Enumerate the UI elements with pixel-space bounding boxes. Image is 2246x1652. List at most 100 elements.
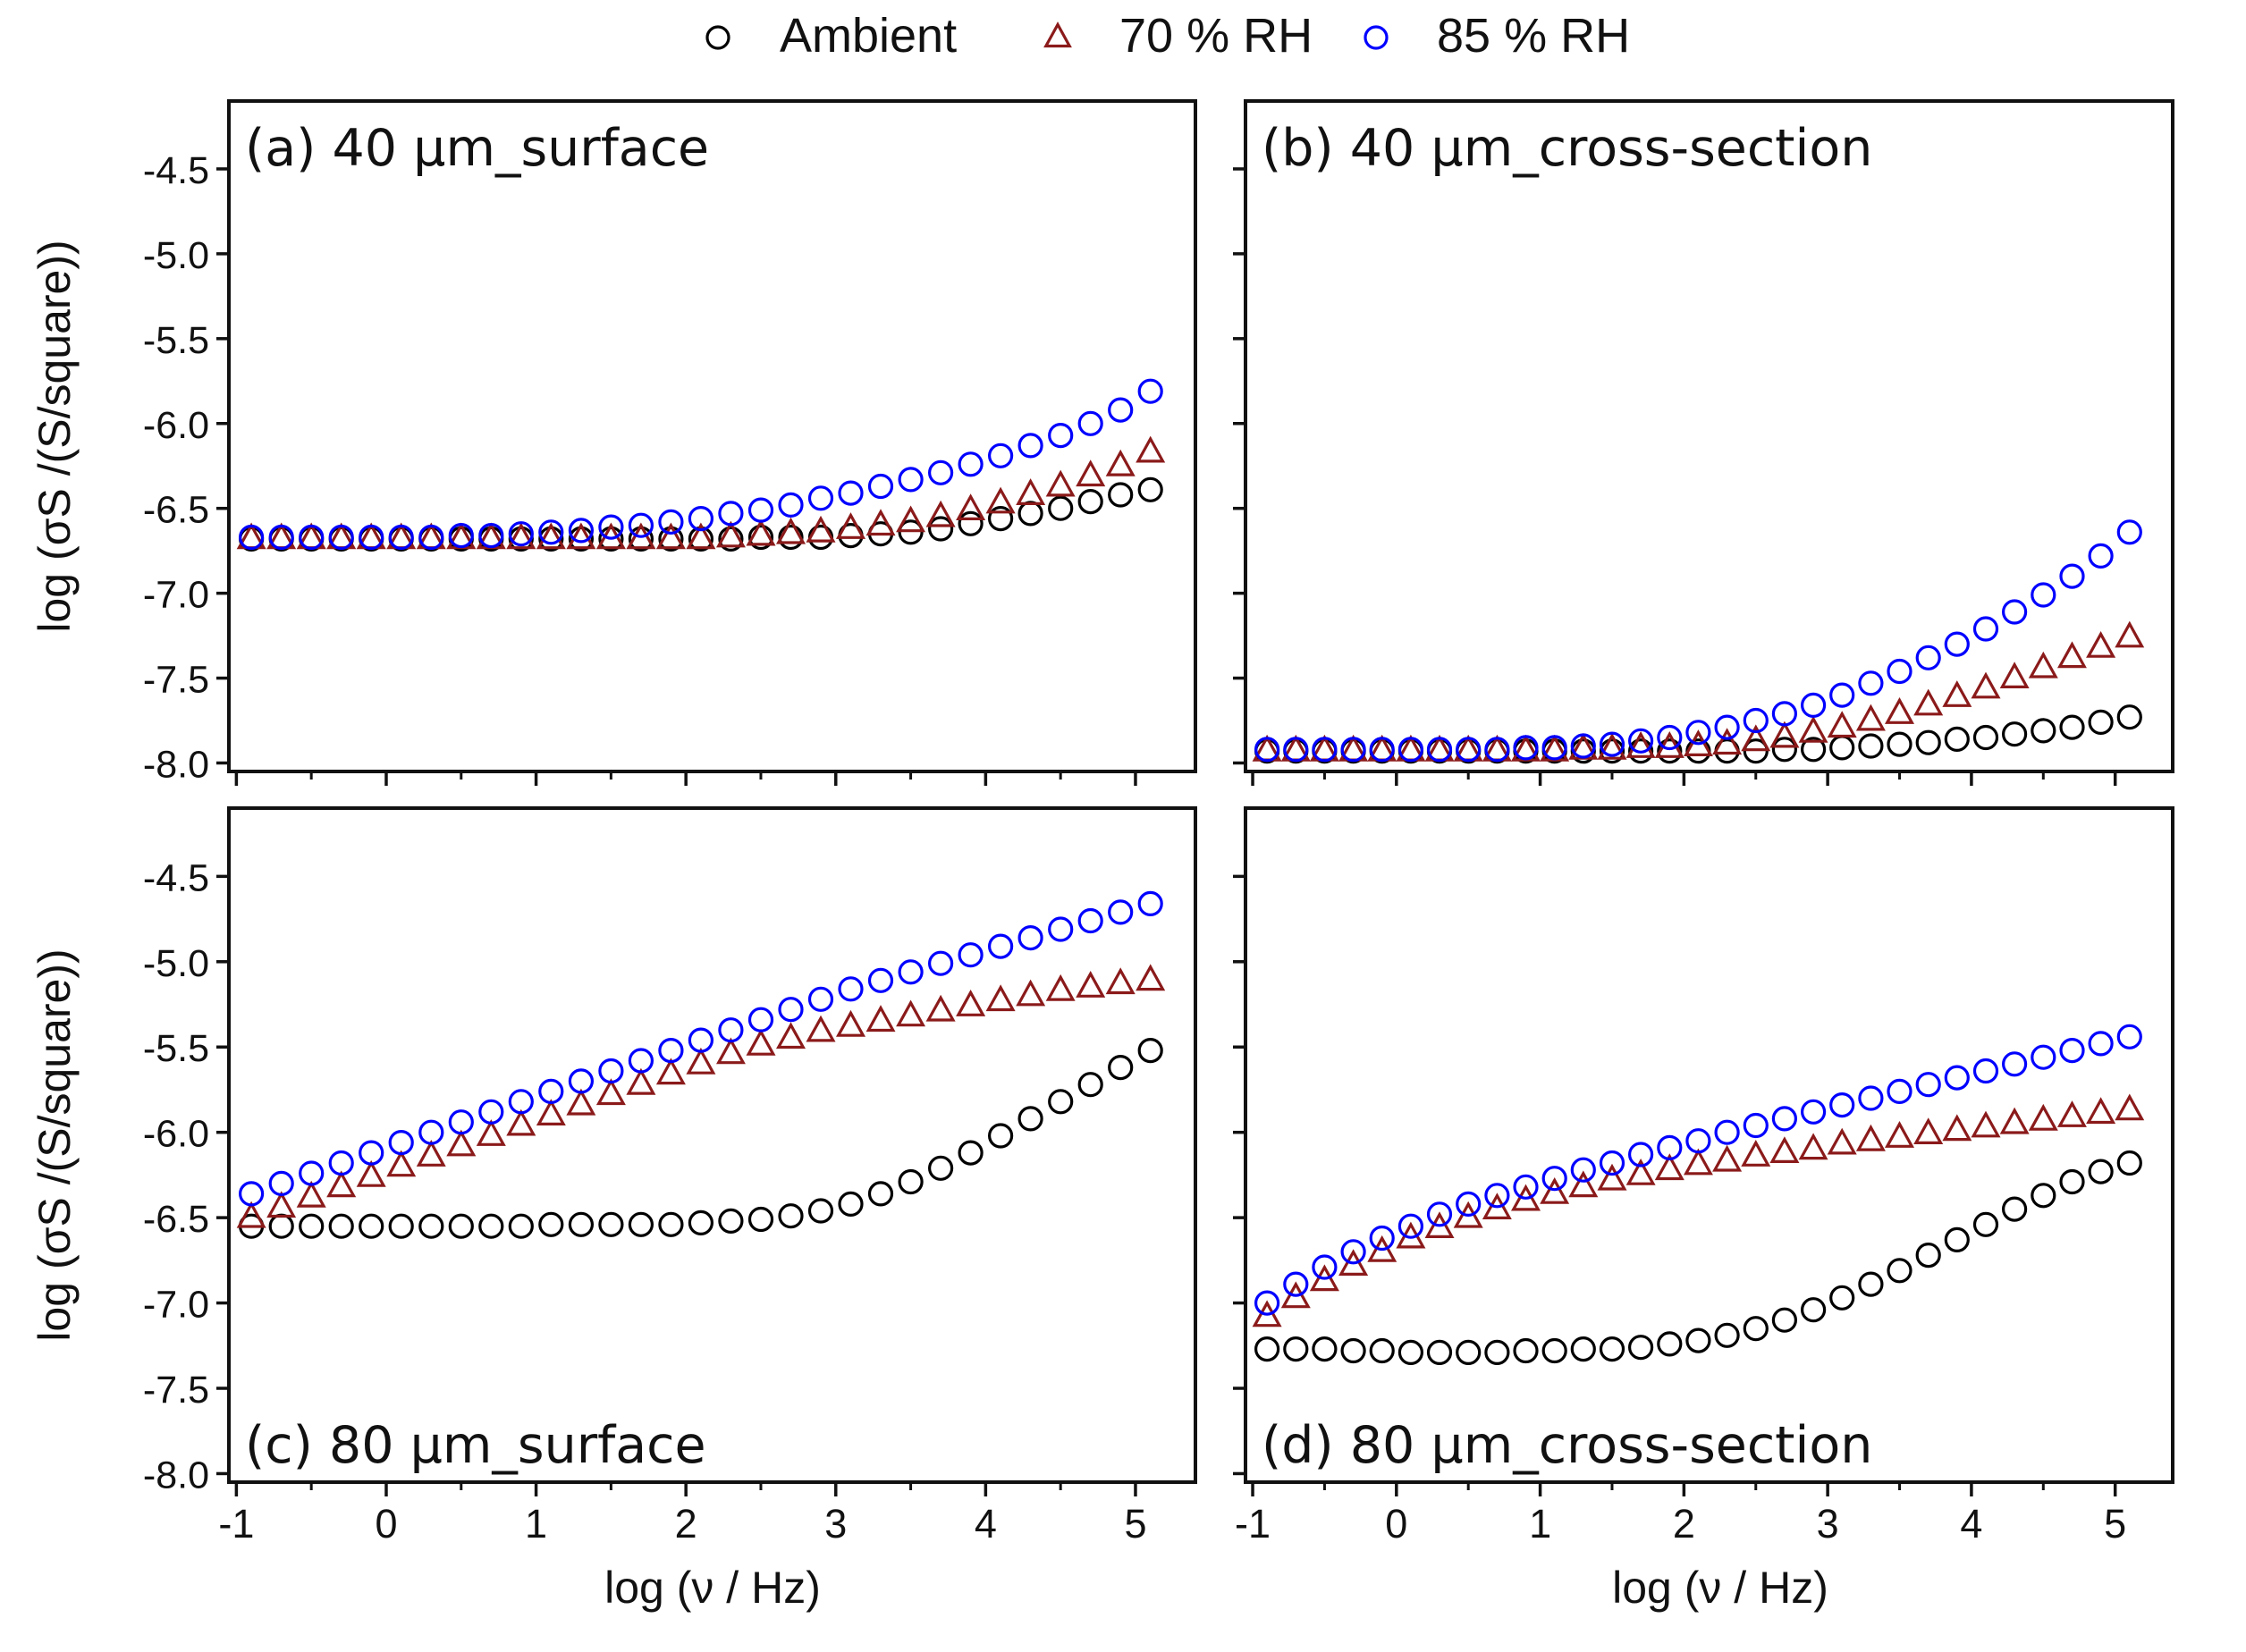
data-point <box>1599 738 1625 764</box>
data-point <box>1829 1092 1855 1118</box>
data-point <box>1453 1201 1483 1228</box>
data-point <box>1657 1134 1683 1161</box>
data-point <box>2059 1037 2085 1064</box>
data-point <box>328 1150 354 1176</box>
plot-frame <box>227 806 1197 1484</box>
data-point <box>506 522 536 550</box>
data-point <box>806 515 836 543</box>
y-tick-label: -5.0 <box>143 942 209 985</box>
data-point <box>1887 1078 1912 1105</box>
data-point <box>1570 1157 1596 1183</box>
data-point <box>987 933 1014 959</box>
data-point <box>927 516 954 542</box>
data-point <box>838 480 864 506</box>
data-point <box>1685 1128 1711 1154</box>
data-point <box>1741 724 1771 752</box>
data-point <box>835 1009 866 1037</box>
data-point <box>1743 1112 1769 1139</box>
data-point <box>448 522 474 549</box>
data-point <box>688 505 714 532</box>
data-point <box>2088 709 2114 736</box>
data-point <box>1252 1300 1282 1328</box>
data-point <box>1800 737 1827 763</box>
data-point <box>1915 729 1941 755</box>
data-point <box>1541 1337 1567 1364</box>
data-point <box>927 459 954 485</box>
data-point <box>1827 1127 1857 1155</box>
data-point <box>1568 1170 1599 1198</box>
x-tick-label: 2 <box>1673 1501 1695 1547</box>
data-point <box>1944 1065 1970 1091</box>
data-point <box>1685 720 1711 746</box>
data-point <box>538 1211 564 1237</box>
y-tick-label: -8.0 <box>143 744 209 787</box>
data-point <box>1798 1133 1828 1160</box>
data-point <box>566 522 596 550</box>
y-tick-label: -6.0 <box>143 1113 209 1156</box>
legend-label-ambient: Ambient <box>780 9 957 63</box>
data-point <box>718 526 744 552</box>
data-point <box>1105 967 1136 995</box>
data-point <box>626 522 656 550</box>
data-point <box>1484 737 1510 763</box>
data-point <box>1887 658 1912 685</box>
data-point <box>1771 701 1798 727</box>
data-point <box>266 1191 297 1218</box>
data-point <box>1855 1124 1886 1151</box>
data-point <box>1570 733 1596 759</box>
data-point <box>655 1058 686 1085</box>
data-point <box>418 1213 444 1239</box>
y-tick-label: -7.0 <box>143 1284 209 1327</box>
data-point <box>925 994 956 1022</box>
data-point <box>1513 1337 1539 1364</box>
data-point <box>626 1067 656 1095</box>
data-point <box>1048 916 1074 942</box>
x-tick-label: 3 <box>1817 1501 1839 1547</box>
data-point <box>806 1015 836 1042</box>
data-point <box>1743 707 1769 734</box>
data-point <box>2056 641 2087 669</box>
data-point <box>386 1150 417 1177</box>
data-point <box>1484 1183 1510 1209</box>
data-point <box>1685 1328 1711 1353</box>
data-point <box>568 518 595 544</box>
data-point <box>987 1123 1014 1149</box>
data-point <box>2031 582 2056 608</box>
y-tick-label: -8.0 <box>143 1454 209 1496</box>
data-point <box>1482 1193 1512 1220</box>
data-point <box>2056 1100 2087 1127</box>
data-point <box>1971 671 2001 699</box>
data-point <box>296 1180 326 1208</box>
data-point <box>598 514 624 540</box>
data-point <box>1827 711 1857 738</box>
data-point <box>746 518 776 546</box>
y-tick-label: -6.5 <box>143 1198 209 1241</box>
data-point <box>2116 1150 2142 1176</box>
y-tick-label: -7.5 <box>143 659 209 702</box>
data-point <box>1657 1331 1683 1357</box>
data-point <box>2116 1024 2142 1049</box>
legend-label-85-rh: 85 % RH <box>1437 9 1630 63</box>
data-point <box>867 473 894 500</box>
x-tick-label: 4 <box>975 1501 997 1547</box>
data-point <box>2086 630 2116 658</box>
data-point <box>478 1099 504 1125</box>
data-point <box>1397 1213 1424 1239</box>
data-point <box>1541 1166 1567 1192</box>
data-point <box>1048 423 1074 449</box>
data-point <box>1510 1184 1541 1211</box>
data-point <box>536 1099 566 1126</box>
data-point <box>1369 737 1395 763</box>
data-point <box>448 1213 474 1239</box>
legend-marker-70-rh <box>1043 21 1072 48</box>
data-point <box>987 442 1014 468</box>
data-point <box>1017 1106 1043 1132</box>
data-point <box>2088 543 2114 569</box>
data-point <box>628 512 654 538</box>
data-point <box>1915 1242 1941 1268</box>
data-point <box>1283 737 1309 763</box>
data-point <box>1771 1307 1798 1333</box>
x-tick-label: 4 <box>1960 1501 1982 1547</box>
data-point <box>508 1089 534 1115</box>
data-point <box>1456 1191 1482 1218</box>
